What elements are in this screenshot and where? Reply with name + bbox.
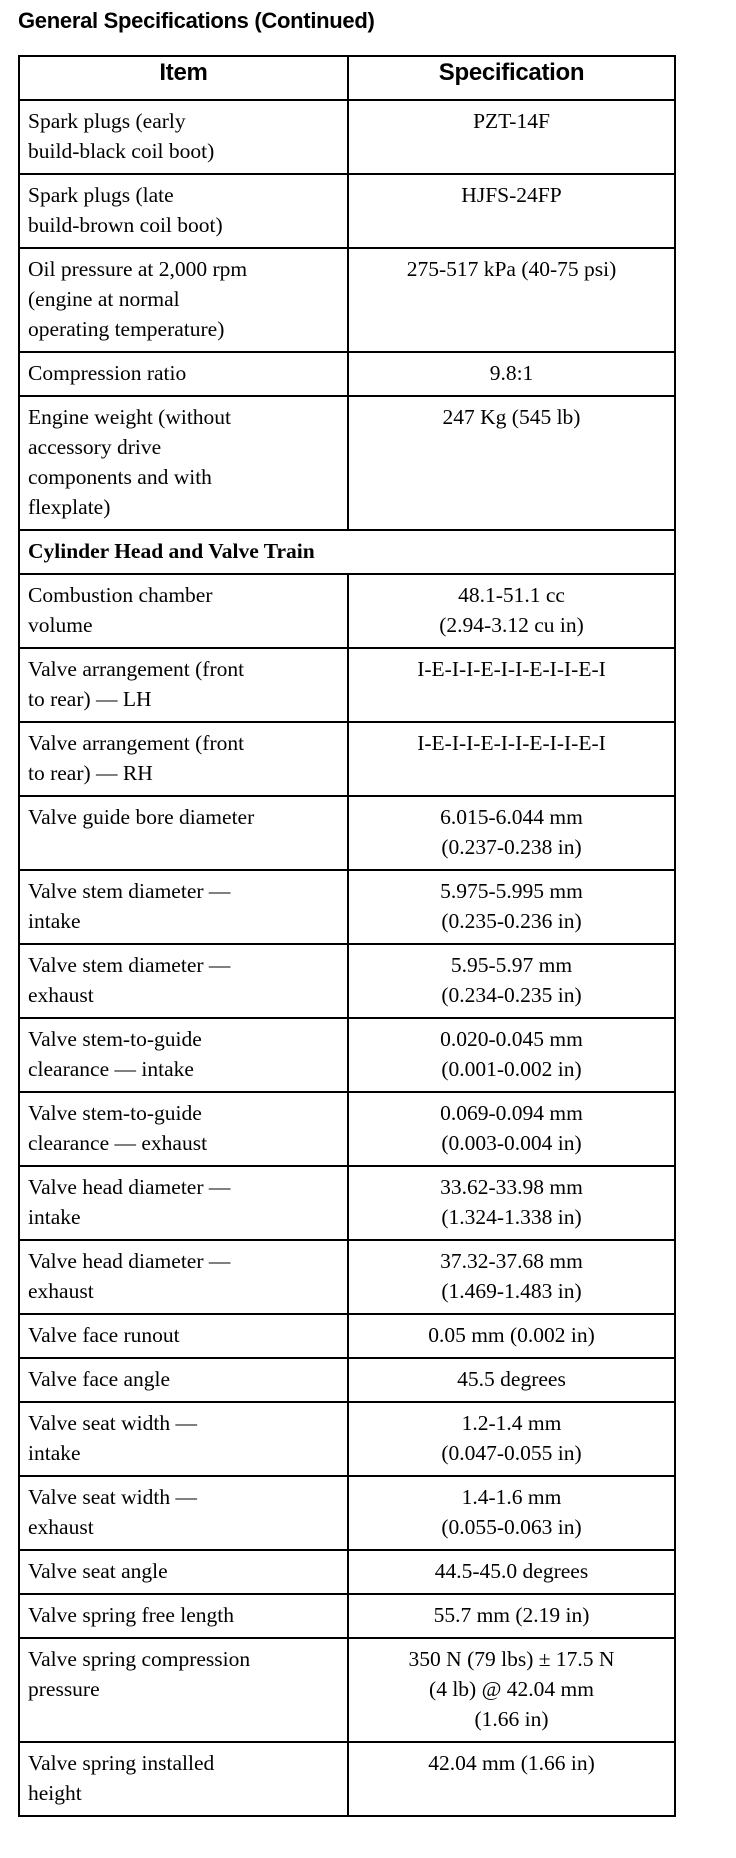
item-cell: Engine weight (without accessory drive c… (18, 395, 349, 531)
specifications-table: Item Specification Spark plugs (early bu… (18, 55, 676, 1817)
table-row: Engine weight (without accessory drive c… (18, 395, 676, 531)
item-cell: Valve head diameter — intake (18, 1165, 349, 1241)
table-row: Oil pressure at 2,000 rpm (engine at nor… (18, 247, 676, 353)
specification-cell: 45.5 degrees (347, 1357, 676, 1403)
specification-cell: 1.2-1.4 mm (0.047-0.055 in) (347, 1401, 676, 1477)
table-row: Valve seat width — exhaust 1.4-1.6 mm (0.… (18, 1475, 676, 1551)
item-cell: Valve seat width — intake (18, 1401, 349, 1477)
item-cell: Valve face angle (18, 1357, 349, 1403)
item-cell: Valve seat width — exhaust (18, 1475, 349, 1551)
specification-cell: 44.5-45.0 degrees (347, 1549, 676, 1595)
specification-cell: I-E-I-I-E-I-I-E-I-I-E-I (347, 721, 676, 797)
table-row: Valve stem diameter — intake 5.975-5.995 … (18, 869, 676, 945)
specification-cell: 55.7 mm (2.19 in) (347, 1593, 676, 1639)
item-cell: Valve arrangement (front to rear) — LH (18, 647, 349, 723)
item-cell: Valve seat angle (18, 1549, 349, 1595)
specification-cell: 33.62-33.98 mm (1.324-1.338 in) (347, 1165, 676, 1241)
item-cell: Combustion chamber volume (18, 573, 349, 649)
item-cell: Valve head diameter — exhaust (18, 1239, 349, 1315)
table-row: Valve arrangement (front to rear) — RH I-… (18, 721, 676, 797)
specification-cell: 48.1-51.1 cc (2.94-3.12 cu in) (347, 573, 676, 649)
specification-cell: 37.32-37.68 mm (1.469-1.483 in) (347, 1239, 676, 1315)
specification-cell: 275-517 kPa (40-75 psi) (347, 247, 676, 353)
specification-cell: I-E-I-I-E-I-I-E-I-I-E-I (347, 647, 676, 723)
page-title: General Specifications (Continued) (18, 8, 375, 33)
item-cell: Valve stem-to-guide clearance — intake (18, 1017, 349, 1093)
table-row: Valve face angle 45.5 degrees (18, 1357, 676, 1403)
item-cell: Valve stem diameter — intake (18, 869, 349, 945)
table-row: Valve head diameter — exhaust 37.32-37.68… (18, 1239, 676, 1315)
specification-cell: 42.04 mm (1.66 in) (347, 1741, 676, 1817)
specification-cell: 0.020-0.045 mm (0.001-0.002 in) (347, 1017, 676, 1093)
table-row: Valve spring installed height 42.04 mm (1… (18, 1741, 676, 1817)
table-row: Valve arrangement (front to rear) — LH I-… (18, 647, 676, 723)
item-cell: Compression ratio (18, 351, 349, 397)
item-cell: Spark plugs (early build-black coil boot… (18, 99, 349, 175)
specification-cell: PZT-14F (347, 99, 676, 175)
item-cell: Valve spring free length (18, 1593, 349, 1639)
table-row: Valve spring free length 55.7 mm (2.19 in… (18, 1593, 676, 1639)
table-row: Valve face runout 0.05 mm (0.002 in) (18, 1313, 676, 1359)
table-row: Valve spring compression pressure 350 N (… (18, 1637, 676, 1743)
specification-cell: 350 N (79 lbs) ± 17.5 N (4 lb) @ 42.04 m… (347, 1637, 676, 1743)
table-row: Compression ratio 9.8:1 (18, 351, 676, 397)
table-row: Combustion chamber volume 48.1-51.1 cc (2… (18, 573, 676, 649)
column-header-item: Item (18, 55, 349, 101)
table-row: Valve stem-to-guide clearance — exhaust 0… (18, 1091, 676, 1167)
table-row: Spark plugs (late build-brown coil boot)… (18, 173, 676, 249)
table-row: Valve guide bore diameter 6.015-6.044 mm … (18, 795, 676, 871)
table-row: Valve seat width — intake 1.2-1.4 mm (0.0… (18, 1401, 676, 1477)
table-row: Valve head diameter — intake 33.62-33.98 … (18, 1165, 676, 1241)
specification-cell: 5.975-5.995 mm (0.235-0.236 in) (347, 869, 676, 945)
table-row: Valve seat angle 44.5-45.0 degrees (18, 1549, 676, 1595)
item-cell: Valve stem-to-guide clearance — exhaust (18, 1091, 349, 1167)
table-header-row: Item Specification (18, 55, 676, 101)
item-cell: Valve arrangement (front to rear) — RH (18, 721, 349, 797)
item-cell: Oil pressure at 2,000 rpm (engine at nor… (18, 247, 349, 353)
item-cell: Valve spring installed height (18, 1741, 349, 1817)
specification-cell: 0.05 mm (0.002 in) (347, 1313, 676, 1359)
item-cell: Spark plugs (late build-brown coil boot) (18, 173, 349, 249)
section-row: Cylinder Head and Valve Train (18, 529, 676, 575)
specification-cell: 1.4-1.6 mm (0.055-0.063 in) (347, 1475, 676, 1551)
specification-cell: HJFS-24FP (347, 173, 676, 249)
specification-cell: 247 Kg (545 lb) (347, 395, 676, 531)
item-cell: Valve spring compression pressure (18, 1637, 349, 1743)
specification-cell: 6.015-6.044 mm (0.237-0.238 in) (347, 795, 676, 871)
item-cell: Valve guide bore diameter (18, 795, 349, 871)
specification-cell: 5.95-5.97 mm (0.234-0.235 in) (347, 943, 676, 1019)
table-row: Spark plugs (early build-black coil boot… (18, 99, 676, 175)
section-heading: Cylinder Head and Valve Train (18, 529, 676, 575)
item-cell: Valve face runout (18, 1313, 349, 1359)
specification-cell: 9.8:1 (347, 351, 676, 397)
item-cell: Valve stem diameter — exhaust (18, 943, 349, 1019)
column-header-specification: Specification (347, 55, 676, 101)
table-row: Valve stem diameter — exhaust 5.95-5.97 m… (18, 943, 676, 1019)
specification-cell: 0.069-0.094 mm (0.003-0.004 in) (347, 1091, 676, 1167)
table-row: Valve stem-to-guide clearance — intake 0.… (18, 1017, 676, 1093)
